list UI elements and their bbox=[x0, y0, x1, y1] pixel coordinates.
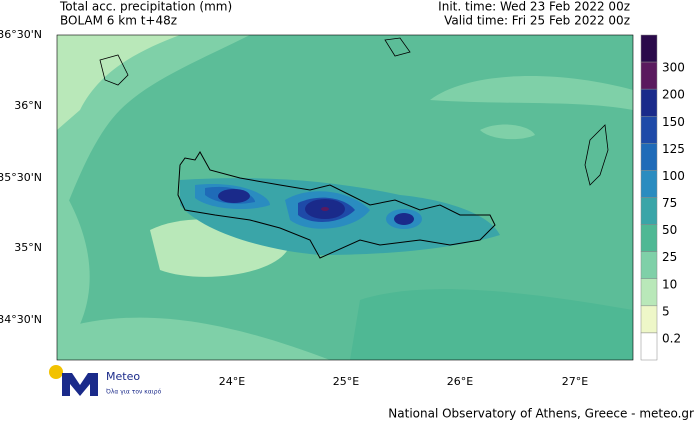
colorbar-swatch bbox=[640, 170, 658, 198]
colorbar-swatch bbox=[640, 116, 658, 144]
colorbar-label: 5 bbox=[662, 304, 670, 318]
colorbar-label: 300 bbox=[662, 61, 685, 75]
colorbar-label: 10 bbox=[662, 277, 677, 291]
model: BOLAM 6 km t+48z bbox=[60, 14, 177, 28]
colorbar-label: 50 bbox=[662, 223, 677, 237]
colorbar-swatch bbox=[640, 278, 658, 307]
valid-time: Valid time: Fri 25 Feb 2022 00z bbox=[444, 14, 630, 28]
colorbar-label: 0.2 bbox=[662, 331, 681, 345]
colorbar-label: 75 bbox=[662, 196, 677, 210]
longitude-label: 24°E bbox=[219, 375, 245, 388]
latitude-label: 36°N bbox=[14, 99, 42, 112]
map bbox=[56, 34, 634, 361]
colorbar-swatch bbox=[640, 251, 658, 280]
colorbar: 300 200 150 125 100 75 50 25 10 5 0.2 bbox=[640, 34, 685, 361]
init-time: Init. time: Wed 23 Feb 2022 00z bbox=[438, 0, 630, 14]
longitude-label: 26°E bbox=[447, 375, 473, 388]
colorbar-label: 150 bbox=[662, 115, 685, 129]
logo-tagline: Όλα για τον καιρό bbox=[105, 389, 162, 396]
latitude-labels: 36°30'N 36°N 35°30'N 35°N 34°30'N bbox=[0, 28, 42, 326]
longitude-label: 27°E bbox=[562, 375, 588, 388]
colorbar-label: 125 bbox=[662, 142, 685, 156]
footer: National Observatory of Athens, Greece -… bbox=[388, 407, 694, 421]
colorbar-swatch bbox=[640, 88, 658, 117]
colorbar-swatch bbox=[640, 143, 658, 171]
logo: Meteo Όλα για τον καιρό bbox=[49, 365, 162, 396]
longitude-label: 25°E bbox=[333, 375, 359, 388]
longitude-labels: 24°E 25°E 26°E 27°E bbox=[219, 375, 588, 388]
colorbar-swatch bbox=[640, 197, 658, 225]
latitude-label: 36°30'N bbox=[0, 28, 42, 41]
colorbar-swatch bbox=[640, 34, 658, 63]
latitude-label: 34°30'N bbox=[0, 313, 42, 326]
latitude-label: 35°N bbox=[14, 241, 42, 254]
colorbar-swatch bbox=[640, 61, 658, 90]
colorbar-label: 100 bbox=[662, 169, 685, 183]
colorbar-swatch bbox=[640, 332, 658, 361]
logo-name: Meteo bbox=[106, 370, 140, 383]
colorbar-label: 25 bbox=[662, 250, 677, 264]
latitude-label: 35°30'N bbox=[0, 171, 42, 184]
title: Total acc. precipitation (mm) bbox=[59, 0, 232, 14]
colorbar-swatch bbox=[640, 305, 658, 334]
colorbar-swatch bbox=[640, 224, 658, 252]
colorbar-label: 200 bbox=[662, 88, 685, 102]
